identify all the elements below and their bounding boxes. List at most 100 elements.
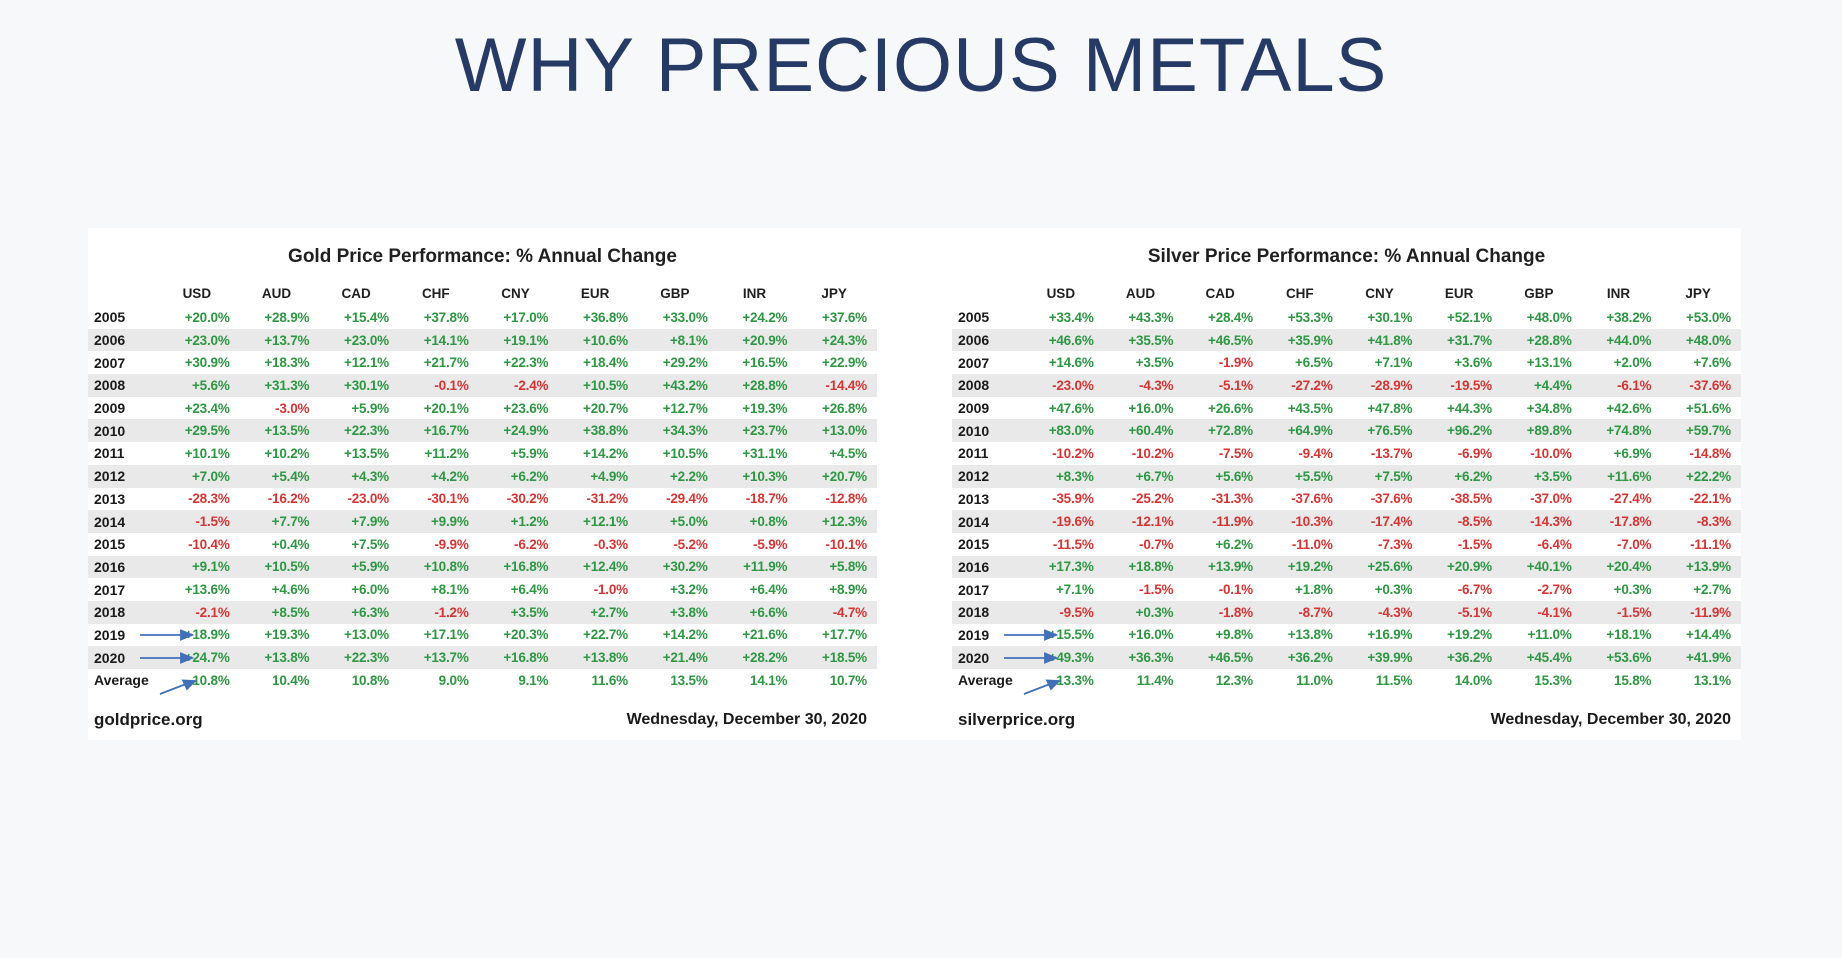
value-cell: +0.4% <box>271 536 310 552</box>
value-cell: +16.0% <box>1128 400 1174 416</box>
value-cell: +3.2% <box>670 582 708 598</box>
value-cell: -5.1% <box>1218 377 1253 393</box>
value-cell: +4.9% <box>590 468 628 484</box>
value-cell: -27.4% <box>1609 491 1652 507</box>
value-cell: +13.7% <box>264 332 310 348</box>
table-row: 2020 +24.7% +13.8% +22.3% +13.7% +16.8% +13.8%… <box>88 646 877 669</box>
row-label: 2013 <box>94 490 126 507</box>
column-header: USD <box>182 285 212 301</box>
value-cell: +7.0% <box>192 468 230 484</box>
row-label: 2008 <box>958 377 990 394</box>
value-cell: +7.5% <box>1374 468 1413 484</box>
value-cell: +20.7% <box>583 400 628 416</box>
value-cell: -10.3% <box>1291 514 1333 530</box>
value-cell: +20.9% <box>742 332 788 348</box>
value-cell: -22.1% <box>1689 491 1731 507</box>
value-cell: -1.5% <box>195 514 230 530</box>
value-cell: 11.4% <box>1136 672 1174 688</box>
value-cell: -10.4% <box>188 536 230 552</box>
table-title: Silver Price Performance: % Annual Chang… <box>1147 246 1546 267</box>
value-cell: +72.8% <box>1208 423 1253 439</box>
value-cell: -0.1% <box>1218 582 1253 598</box>
value-cell: -4.3% <box>1139 377 1174 393</box>
value-cell: +13.9% <box>1208 559 1253 575</box>
table-row: 2005 +33.4% +43.3% +28.4% +53.3% +30.1% +52.1%… <box>952 306 1741 329</box>
source-link[interactable]: goldprice.org <box>94 709 203 729</box>
value-cell: +20.4% <box>1606 559 1652 575</box>
value-cell: +10.2% <box>264 445 310 461</box>
value-cell: -9.9% <box>434 536 469 552</box>
source-link[interactable]: silverprice.org <box>958 709 1076 729</box>
value-cell: +12.1% <box>344 355 389 371</box>
value-cell: +5.6% <box>1215 468 1253 484</box>
value-cell: +18.5% <box>822 650 867 666</box>
value-cell: +37.8% <box>423 309 469 325</box>
value-cell: +16.8% <box>503 559 549 575</box>
value-cell: +6.4% <box>510 582 549 598</box>
value-cell: +39.9% <box>1367 650 1413 666</box>
value-cell: +29.2% <box>662 355 708 371</box>
row-label: 2014 <box>94 513 126 530</box>
value-cell: +8.1% <box>670 332 708 348</box>
value-cell: +0.3% <box>1613 582 1652 598</box>
row-label: 2019 <box>958 626 990 643</box>
value-cell: +7.7% <box>271 514 310 530</box>
value-cell: -8.3% <box>1696 514 1731 530</box>
value-cell: +23.0% <box>184 332 230 348</box>
row-label: 2013 <box>958 490 990 507</box>
row-label: 2009 <box>958 400 990 417</box>
value-cell: +13.5% <box>344 445 389 461</box>
value-cell: -17.8% <box>1609 514 1652 530</box>
value-cell: -6.9% <box>1457 445 1492 461</box>
value-cell: -1.2% <box>434 604 469 620</box>
value-cell: 11.6% <box>591 672 628 688</box>
table-row: Average 13.3% 11.4% 12.3% 11.0% 11.5% 14.0% 15.… <box>952 669 1741 692</box>
value-cell: -19.5% <box>1450 377 1492 393</box>
value-cell: -16.2% <box>267 491 310 507</box>
value-cell: +44.3% <box>1447 400 1492 416</box>
value-cell: +12.1% <box>583 514 628 530</box>
value-cell: +7.9% <box>351 514 389 530</box>
column-header: EUR <box>1444 285 1474 301</box>
value-cell: +96.2% <box>1447 423 1492 439</box>
value-cell: +9.8% <box>1215 627 1253 643</box>
table-footer: goldprice.org Wednesday, December 30, 20… <box>88 707 877 733</box>
table-row: 2010 +83.0% +60.4% +72.8% +64.9% +76.5% +96.2%… <box>952 419 1741 443</box>
value-cell: -11.9% <box>1690 604 1731 620</box>
table-row: 2005 +20.0% +28.9% +15.4% +37.8% +17.0% +36.8%… <box>88 306 877 329</box>
value-cell: +53.6% <box>1606 650 1652 666</box>
value-cell: +1.2% <box>510 514 549 530</box>
value-cell: -23.0% <box>1052 377 1094 393</box>
row-label: 2017 <box>958 581 990 598</box>
value-cell: +0.8% <box>749 514 788 530</box>
value-cell: 15.3% <box>1534 672 1572 688</box>
value-cell: +2.0% <box>1613 355 1652 371</box>
row-label: 2020 <box>94 649 126 666</box>
value-cell: +13.5% <box>264 423 310 439</box>
value-cell: -0.3% <box>593 536 628 552</box>
value-cell: +48.0% <box>1686 332 1731 348</box>
value-cell: -35.9% <box>1052 491 1094 507</box>
value-cell: +1.8% <box>1295 582 1333 598</box>
table-row: 2015 -11.5% -0.7% +6.2% -11.0% -7.3% -1.5% -6.4… <box>952 533 1741 556</box>
value-cell: +24.3% <box>822 332 867 348</box>
table-row: 2009 +47.6% +16.0% +26.6% +43.5% +47.8% +44.3%… <box>952 397 1741 420</box>
row-label: 2018 <box>958 604 990 621</box>
value-cell: +4.6% <box>271 582 310 598</box>
value-cell: -6.7% <box>1457 582 1492 598</box>
table-title: Gold Price Performance: % Annual Change <box>288 246 677 267</box>
value-cell: +48.0% <box>1526 309 1572 325</box>
value-cell: +31.7% <box>1447 332 1492 348</box>
value-cell: -4.1% <box>1537 604 1572 620</box>
value-cell: -14.3% <box>1530 514 1572 530</box>
value-cell: -25.2% <box>1131 491 1174 507</box>
value-cell: +15.4% <box>344 309 389 325</box>
value-cell: +7.5% <box>351 536 389 552</box>
value-cell: -30.2% <box>506 491 549 507</box>
value-cell: -2.4% <box>514 377 549 393</box>
value-cell: +53.3% <box>1287 309 1333 325</box>
table-body: 2005 +33.4% +43.3% +28.4% +53.3% +30.1% +52.1%… <box>952 306 1741 692</box>
value-cell: +38.8% <box>583 423 628 439</box>
value-cell: +6.3% <box>351 604 389 620</box>
row-label: 2011 <box>94 445 125 462</box>
